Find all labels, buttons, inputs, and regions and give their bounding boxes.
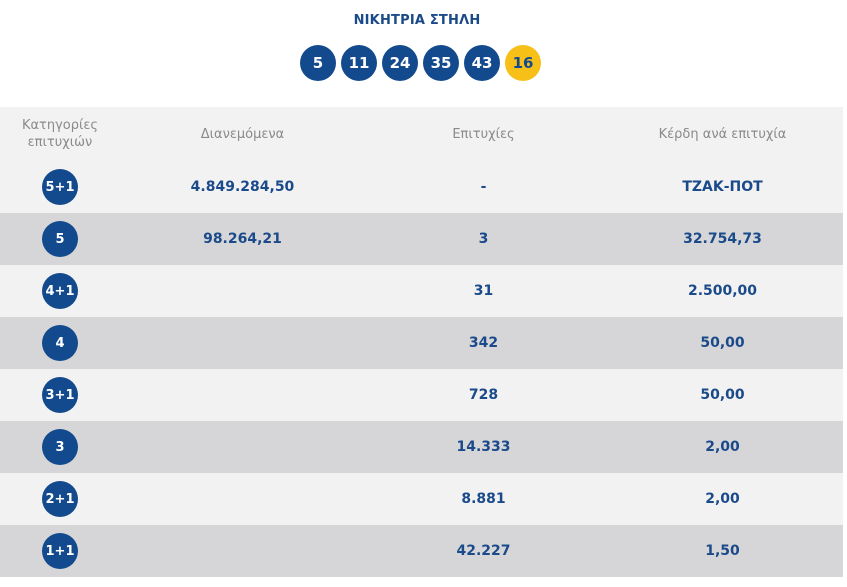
category-badge: 3+1 [42, 377, 78, 413]
column-header-category: Κατηγορίες επιτυχιών [21, 118, 99, 150]
prize-cell: 50,00 [700, 335, 745, 351]
number-ball: 11 [341, 45, 377, 81]
winners-cell: 14.333 [456, 439, 511, 455]
column-header-prize: Κέρδη ανά επιτυχία [658, 126, 787, 142]
number-ball: 43 [464, 45, 500, 81]
prize-table: Κατηγορίες επιτυχιών Διανεμόμενα Επιτυχί… [0, 107, 843, 577]
winners-cell: 728 [468, 387, 499, 403]
category-badge: 2+1 [42, 481, 78, 517]
table-row: 5+1 4.849.284,50 - ΤΖΑΚ-ΠΟΤ [0, 161, 843, 213]
prize-cell: 2,00 [705, 439, 740, 455]
number-ball: 5 [300, 45, 336, 81]
table-row: 3+1 728 50,00 [0, 369, 843, 421]
table-row: 3 14.333 2,00 [0, 421, 843, 473]
category-badge: 4 [42, 325, 78, 361]
distributed-cell [120, 473, 365, 525]
category-badge: 5 [42, 221, 78, 257]
winners-cell: 342 [468, 335, 499, 351]
distributed-cell: 4.849.284,50 [190, 179, 295, 195]
winning-numbers: 5 11 24 35 43 16 [300, 45, 541, 81]
winners-cell: 42.227 [456, 543, 511, 559]
prize-cell: 2,00 [705, 491, 740, 507]
distributed-cell [120, 525, 365, 577]
column-header-distributed: Διανεμόμενα [200, 126, 285, 142]
category-badge: 1+1 [42, 533, 78, 569]
prize-cell: 2.500,00 [687, 283, 758, 299]
prize-cell: 32.754,73 [683, 231, 762, 247]
distributed-cell [120, 369, 365, 421]
table-row: 2+1 8.881 2,00 [0, 473, 843, 525]
distributed-cell [120, 317, 365, 369]
distributed-cell [120, 421, 365, 473]
column-header-winners: Επιτυχίες [452, 126, 515, 142]
category-badge: 3 [42, 429, 78, 465]
number-ball: 35 [423, 45, 459, 81]
table-row: 1+1 42.227 1,50 [0, 525, 843, 577]
number-ball: 24 [382, 45, 418, 81]
category-badge: 5+1 [42, 169, 78, 205]
winners-cell: 31 [473, 283, 494, 299]
joker-ball: 16 [505, 45, 541, 81]
winning-column-header: ΝΙΚΗΤΡΙΑ ΣΤΗΛΗ 5 11 24 35 43 16 [0, 0, 847, 107]
winning-column-title: ΝΙΚΗΤΡΙΑ ΣΤΗΛΗ [353, 13, 481, 28]
prize-cell: 50,00 [700, 387, 745, 403]
distributed-cell [120, 265, 365, 317]
winners-cell: - [480, 179, 487, 195]
table-header: Κατηγορίες επιτυχιών Διανεμόμενα Επιτυχί… [0, 107, 843, 161]
table-row: 4+1 31 2.500,00 [0, 265, 843, 317]
winners-cell: 3 [478, 231, 489, 247]
table-row: 4 342 50,00 [0, 317, 843, 369]
prize-cell: ΤΖΑΚ-ΠΟΤ [682, 179, 763, 195]
distributed-cell: 98.264,21 [203, 231, 282, 247]
winners-cell: 8.881 [461, 491, 506, 507]
table-row: 5 98.264,21 3 32.754,73 [0, 213, 843, 265]
category-badge: 4+1 [42, 273, 78, 309]
prize-cell: 1,50 [705, 543, 740, 559]
